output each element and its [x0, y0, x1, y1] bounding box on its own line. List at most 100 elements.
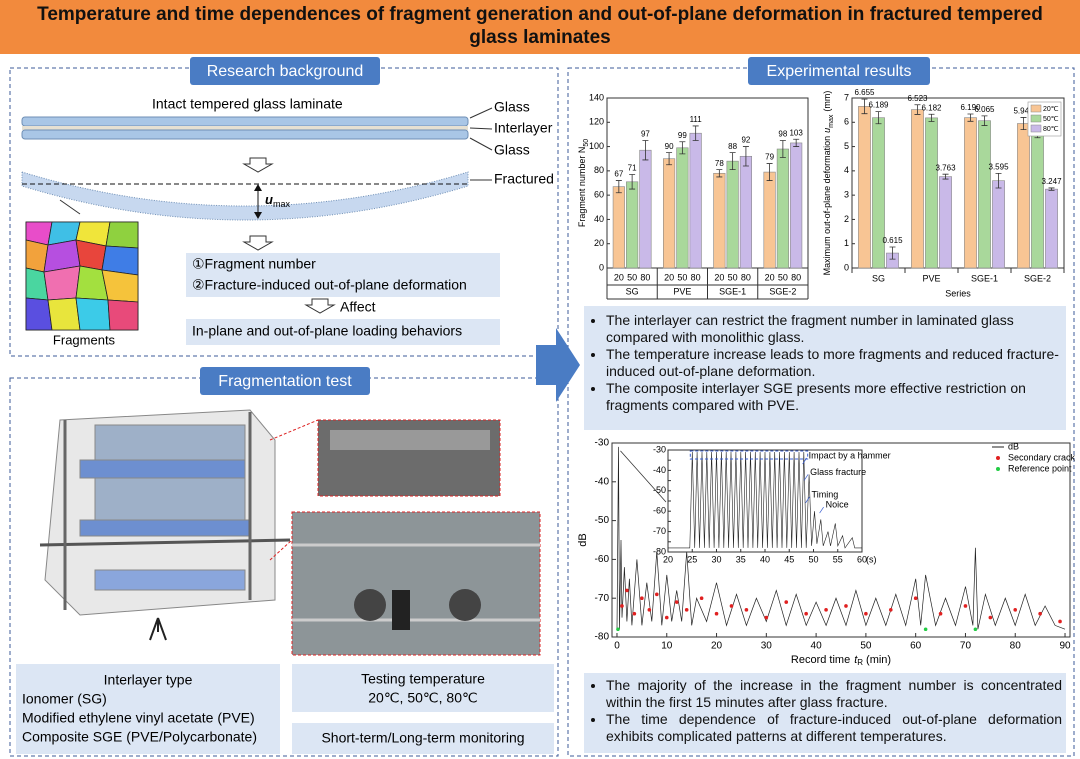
data-point: [844, 604, 848, 608]
finding: The composite interlayer SGE presents mo…: [606, 380, 1062, 414]
y-tick-label: 40: [594, 214, 604, 224]
y-tick-label: -60: [653, 506, 666, 516]
annotation: Noice: [826, 499, 849, 509]
legend-label: Secondary crack: [1008, 452, 1076, 462]
data-point: [1013, 608, 1018, 612]
y-axis-label: Maximum out-of-plane deformation umax (mm): [822, 91, 835, 276]
x-tick-label: 20: [663, 554, 673, 564]
findings-box: The majority of the increase in the frag…: [584, 677, 1062, 753]
interlayer: Composite SGE (PVE/Polycarbonate): [22, 729, 257, 745]
value-label: 99: [678, 131, 687, 140]
annotation-pointer: [803, 474, 809, 481]
data-point: [864, 611, 868, 616]
label-text: Fragment number N: [577, 147, 587, 228]
finding: The temperature increase leads to more f…: [606, 346, 1062, 380]
label: Glass: [494, 99, 530, 115]
arrowhead: [254, 184, 262, 191]
data-point: [674, 600, 679, 604]
x-tick-label: 70: [960, 641, 972, 652]
error-bar: [615, 180, 622, 194]
data-point: [804, 611, 808, 616]
error-bar: [766, 163, 773, 181]
y-tick-label: -70: [653, 526, 666, 536]
y-tick-label: -30: [595, 438, 610, 449]
bar: [939, 176, 952, 269]
interlayer: Ionomer (SG): [22, 691, 107, 707]
text-box: [292, 723, 554, 754]
down-arrow: [242, 157, 274, 173]
bar: [911, 109, 924, 269]
arrowhead: [254, 212, 262, 219]
x-tick-label: 55: [833, 554, 843, 564]
umax-label: umax: [265, 192, 290, 209]
x-tick-label: 30: [761, 641, 773, 652]
label-text: Maximum out-of-plane deformation: [822, 136, 832, 276]
y-tick-label: -80: [653, 546, 666, 556]
x-unit-label: (s): [866, 554, 877, 564]
y-tick-label: 80: [594, 165, 604, 175]
callout-line: [269, 419, 319, 561]
value-label: 67: [614, 170, 623, 179]
data-point: [988, 615, 993, 620]
x-tick-label: 40: [760, 554, 770, 564]
data-point: [1058, 619, 1062, 624]
x-tick-label: 60: [910, 641, 922, 652]
x-sub-label: 50: [627, 272, 637, 282]
text-box: [584, 306, 1066, 430]
annotation: Timing: [812, 489, 839, 499]
x-tick-label: SGE-1: [971, 273, 998, 283]
text-box: [186, 253, 500, 297]
legend-label: Reference point: [1008, 463, 1072, 473]
error-bar: [692, 125, 699, 141]
label-subscript: max: [828, 114, 835, 128]
legend-label: 50℃: [1043, 116, 1059, 123]
value-label: 6.655: [854, 88, 875, 97]
text-box: [16, 664, 280, 754]
value-label: 92: [741, 136, 750, 145]
bar: [763, 171, 776, 269]
bar: [713, 172, 726, 269]
label-text: Record time: [791, 654, 850, 666]
label-unit: (mm): [822, 91, 832, 112]
x-sub-label: 20: [765, 272, 775, 282]
fragment: [47, 297, 81, 331]
bar: [1031, 132, 1044, 269]
bar: [872, 117, 885, 269]
y-tick-label: -30: [653, 444, 666, 454]
findings: The majority of the increase in the frag…: [584, 677, 1062, 745]
label-symbol: t: [854, 654, 858, 666]
error-bar: [679, 141, 686, 155]
interlayer: [22, 126, 468, 130]
photo-detail: [330, 430, 490, 450]
bar: [790, 142, 803, 269]
x-tick-label: PVE: [922, 273, 940, 283]
section-heading: Experimental results: [767, 63, 912, 80]
x-sub-label: 50: [728, 272, 738, 282]
x-tick-label: 40: [811, 641, 823, 652]
y-tick-label: -60: [595, 554, 610, 565]
value-label: 3.595: [989, 163, 1010, 172]
bar: [992, 180, 1005, 269]
glass-panel: [94, 569, 246, 591]
text-box: [292, 664, 554, 712]
bar: [964, 117, 977, 269]
error-bar: [793, 138, 800, 147]
title-box: Temperature and time dependences of frag…: [37, 4, 1043, 48]
data-point: [913, 596, 918, 600]
legend-label: 20℃: [1043, 106, 1059, 113]
value-label: 111: [690, 115, 703, 124]
x-tick-label: 90: [1059, 641, 1071, 652]
inset-pointer: [620, 450, 667, 503]
value-label: 0.615: [883, 236, 904, 245]
highlight-box: [689, 450, 809, 460]
camera-tripod: [149, 617, 167, 641]
bar: [663, 158, 676, 269]
annotation-pointer: [819, 506, 824, 514]
fragment: [101, 269, 139, 303]
error-bar: [942, 173, 949, 180]
value-label: 6.182: [921, 103, 942, 112]
label: Short-term/Long-term monitoring: [321, 730, 524, 746]
x-sub-label: 80: [640, 272, 650, 282]
box-heading: Interlayer type: [104, 672, 193, 688]
x-tick-label: 35: [736, 554, 746, 564]
